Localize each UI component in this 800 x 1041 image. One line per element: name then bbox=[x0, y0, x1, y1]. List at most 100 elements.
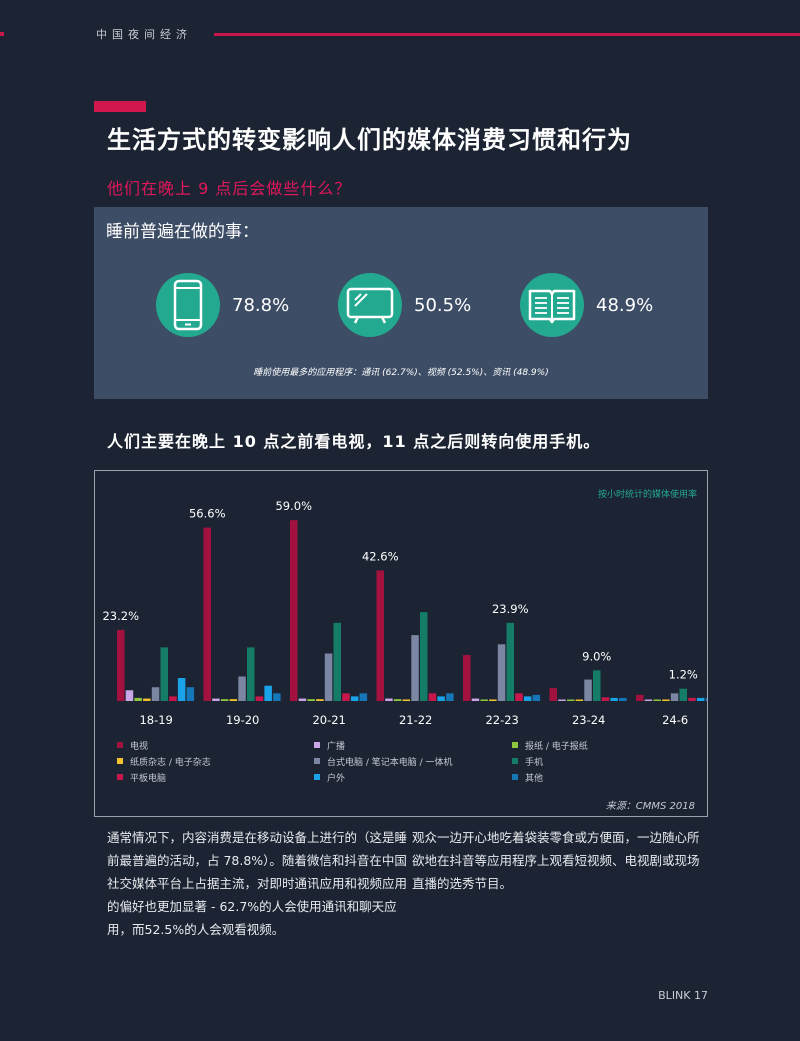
tv-icon bbox=[338, 273, 402, 337]
body-paragraph-left: 通常情况下，内容消费是在移动设备上进行的（这是睡前最普遍的活动，占 78.8%）… bbox=[107, 830, 408, 937]
panel-heading: 睡前普遍在做的事： bbox=[106, 222, 259, 242]
bar-18-19-0 bbox=[117, 629, 125, 701]
bar-19-20-4 bbox=[238, 676, 246, 701]
bar-24-6-0 bbox=[636, 694, 644, 701]
bar-23-24-0 bbox=[549, 688, 557, 701]
legend-swatch bbox=[512, 774, 518, 780]
book-icon bbox=[520, 273, 584, 337]
body-paragraph-right: 观众一边开心地吃着袋装零食或方便面，一边随心所欲地在抖音等应用程序上观看短视频、… bbox=[412, 830, 700, 891]
legend-swatch bbox=[314, 774, 320, 780]
legend-item: 手机 bbox=[512, 755, 543, 768]
bar-20-21-3 bbox=[316, 699, 324, 701]
x-tick-label: 20-21 bbox=[312, 713, 345, 727]
bar-19-20-0 bbox=[203, 527, 211, 701]
bar-22-23-4 bbox=[497, 644, 506, 701]
x-tick-label: 18-19 bbox=[139, 713, 172, 727]
header-rule bbox=[214, 33, 800, 36]
chart-plot: 23.2% 18-19 56.6% 19-20 59.0% 20-21 42.6% 21-22… bbox=[102, 499, 707, 727]
bar-19-20-6 bbox=[255, 696, 264, 701]
bar-23-24-5 bbox=[593, 670, 601, 701]
bar-23-24-6 bbox=[601, 697, 610, 701]
legend-item: 广播 bbox=[314, 739, 345, 752]
bar-20-21-6 bbox=[342, 693, 350, 701]
bar-23-24-8 bbox=[619, 697, 627, 701]
bar-18-19-7 bbox=[177, 678, 186, 701]
legend-label: 其他 bbox=[525, 774, 544, 784]
bedtime-activities-panel: 睡前普遍在做的事： 78.8% 50.5% bbox=[94, 207, 708, 399]
legend-label: 户外 bbox=[327, 774, 346, 784]
legend-swatch bbox=[314, 758, 320, 764]
bar-20-21-5 bbox=[333, 622, 341, 701]
x-tick-label: 21-22 bbox=[399, 713, 432, 727]
page-number: BLINK 17 bbox=[658, 989, 708, 1002]
legend-swatch bbox=[314, 742, 320, 748]
legend-item: 电视 bbox=[117, 739, 148, 752]
bar-19-20-1 bbox=[212, 698, 220, 701]
data-label: 9.0% bbox=[582, 649, 611, 663]
bar-20-21-0 bbox=[290, 520, 298, 701]
legend-item: 报纸 / 电子报纸 bbox=[512, 739, 588, 752]
bar-22-23-5 bbox=[506, 622, 514, 701]
bar-18-19-1 bbox=[125, 690, 134, 701]
legend-item: 户外 bbox=[314, 771, 345, 784]
legend-item: 平板电脑 bbox=[117, 771, 166, 784]
bar-20-21-4 bbox=[324, 653, 333, 701]
bar-21-22-6 bbox=[428, 693, 437, 701]
x-tick-label: 23-24 bbox=[572, 713, 605, 727]
x-tick-label: 19-20 bbox=[226, 713, 259, 727]
bar-18-19-8 bbox=[186, 687, 195, 701]
section-title: 人们主要在晚上 10 点之前看电视，11 点之后则转向使用手机。 bbox=[107, 432, 601, 451]
legend-swatch bbox=[512, 742, 518, 748]
bar-23-24-4 bbox=[584, 679, 592, 701]
bar-18-19-5 bbox=[160, 647, 168, 701]
legend-label: 报纸 / 电子报纸 bbox=[525, 742, 588, 752]
bar-19-20-7 bbox=[264, 685, 272, 701]
bar-19-20-3 bbox=[229, 699, 238, 701]
bar-19-20-5 bbox=[247, 647, 255, 701]
data-label: 56.6% bbox=[189, 507, 226, 521]
page-subtitle: 他们在晚上 9 点后会做些什么？ bbox=[107, 179, 352, 198]
bar-19-20-2 bbox=[220, 699, 229, 701]
bar-20-21-7 bbox=[350, 696, 359, 701]
bar-23-24-7 bbox=[610, 697, 618, 701]
bar-20-21-8 bbox=[359, 693, 368, 701]
bar-23-24-1 bbox=[558, 699, 566, 701]
bar-22-23-1 bbox=[471, 698, 480, 701]
bar-22-23-6 bbox=[515, 693, 523, 701]
bar-24-6-8 bbox=[705, 697, 707, 701]
stat-value: 50.5% bbox=[414, 295, 472, 316]
bar-22-23-0 bbox=[463, 655, 471, 701]
legend-label: 纸质杂志 / 电子杂志 bbox=[130, 758, 211, 768]
legend-swatch bbox=[117, 742, 123, 748]
legend-swatch bbox=[117, 774, 123, 780]
bar-24-6-7 bbox=[696, 697, 705, 701]
bar-24-6-6 bbox=[688, 697, 696, 701]
bar-22-23-7 bbox=[523, 696, 532, 701]
legend-item: 纸质杂志 / 电子杂志 bbox=[117, 755, 211, 768]
data-label: 1.2% bbox=[669, 668, 698, 682]
bar-24-6-1 bbox=[644, 699, 653, 701]
bar-20-21-1 bbox=[298, 698, 307, 701]
bar-21-22-5 bbox=[420, 612, 428, 701]
legend-label: 台式电脑 / 笔记本电脑 / 一体机 bbox=[327, 758, 453, 768]
bar-21-22-4 bbox=[411, 635, 419, 701]
legend-label: 电视 bbox=[130, 742, 149, 752]
bar-20-21-2 bbox=[307, 699, 315, 701]
section-label: 中国夜间经济 bbox=[96, 28, 192, 41]
x-tick-label: 24-6 bbox=[662, 713, 688, 727]
bar-24-6-4 bbox=[670, 693, 679, 701]
data-label: 23.9% bbox=[492, 602, 529, 616]
bar-21-22-1 bbox=[385, 698, 393, 701]
bar-23-24-2 bbox=[566, 699, 575, 701]
chart-note: 按小时统计的媒体使用率 bbox=[597, 490, 697, 500]
bar-24-6-3 bbox=[662, 699, 670, 701]
data-label: 42.6% bbox=[362, 549, 399, 563]
page-title: 生活方式的转变影响人们的媒体消费习惯和行为 bbox=[107, 126, 632, 154]
bar-18-19-3 bbox=[143, 698, 151, 701]
bar-21-22-3 bbox=[402, 699, 411, 701]
bar-22-23-8 bbox=[532, 694, 541, 701]
media-usage-chart: 按小时统计的媒体使用率 23.2% 18-19 56.6% 19-20 59.0% 20-… bbox=[94, 470, 708, 817]
stat-value: 78.8% bbox=[232, 295, 290, 316]
chart-source: 来源：CMMS 2018 bbox=[605, 801, 695, 812]
bar-22-23-3 bbox=[489, 699, 497, 701]
